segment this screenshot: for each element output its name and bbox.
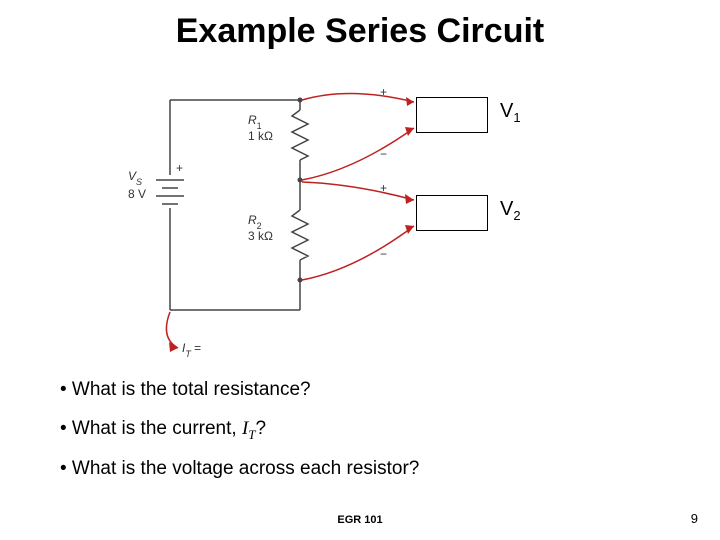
svg-text:−: − <box>380 247 387 261</box>
footer-page-number: 9 <box>691 511 698 526</box>
svg-text:VS: VS <box>128 169 142 187</box>
source-value: 8 V <box>128 187 146 201</box>
voltmeter-2-label: V2 <box>500 198 521 223</box>
svg-text:IT =: IT = <box>182 341 201 359</box>
svg-text:−: − <box>380 147 387 161</box>
question-2: • What is the current, IT? <box>60 417 660 444</box>
r1-value: 1 kΩ <box>248 129 273 143</box>
voltmeter-1-box <box>416 97 488 133</box>
footer-course: EGR 101 <box>0 514 720 526</box>
question-3: • What is the voltage across each resist… <box>60 457 660 482</box>
voltmeter-1-label: V1 <box>500 100 521 125</box>
svg-text:+: + <box>380 181 387 195</box>
question-1: • What is the total resistance? <box>60 378 660 403</box>
slide-title: Example Series Circuit <box>0 12 720 51</box>
r2-value: 3 kΩ <box>248 229 273 243</box>
svg-text:+: + <box>176 161 183 175</box>
svg-text:+: + <box>380 85 387 99</box>
voltmeter-2-box <box>416 195 488 231</box>
question-list: • What is the total resistance? • What i… <box>60 378 660 496</box>
